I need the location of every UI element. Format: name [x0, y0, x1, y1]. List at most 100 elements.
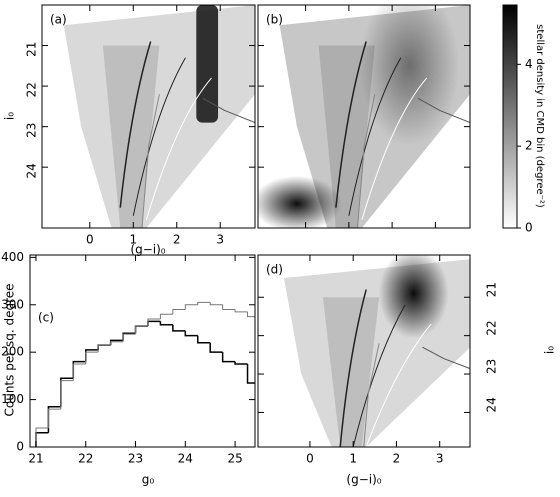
frame	[41, 4, 256, 229]
isochrone	[363, 343, 380, 447]
isochrone	[417, 97, 470, 124]
isochrone	[119, 41, 152, 208]
frame	[257, 4, 471, 229]
histogram-step	[60, 377, 74, 407]
x-axis-label: (g−i)₀	[346, 473, 381, 487]
y-tick-label: 0	[525, 221, 533, 235]
histogram-step	[60, 380, 74, 410]
x-tick-label: 1	[349, 452, 357, 466]
y-axis-label: i₀	[3, 112, 17, 120]
histogram-step	[109, 339, 124, 346]
plot-area	[258, 5, 470, 228]
x-tick-label: 21	[28, 452, 43, 466]
isochrone	[339, 289, 367, 447]
isochrone	[335, 41, 367, 208]
histogram-step	[47, 405, 61, 433]
histogram-step	[197, 301, 211, 305]
histogram-step	[159, 321, 173, 326]
histogram-step	[234, 361, 248, 365]
histogram-step	[197, 335, 211, 344]
panel-label: (c)	[38, 311, 54, 325]
x-axis-label: (g−i)₀	[130, 243, 165, 257]
y-tick-label: 22	[25, 82, 39, 97]
y-axis-label: stellar density in CMD bin (degree⁻²)	[534, 24, 545, 208]
isochrone	[352, 304, 406, 447]
plot-area	[35, 301, 255, 447]
x-tick-label: 24	[178, 452, 193, 466]
histogram-step	[122, 333, 136, 342]
y-tick-label: 0	[16, 440, 24, 454]
x-tick-label: 1	[129, 233, 137, 247]
density-band	[196, 5, 219, 123]
histogram-step	[209, 302, 223, 306]
histogram-step	[47, 408, 61, 429]
frame	[502, 4, 518, 229]
histogram-step	[247, 311, 255, 318]
y-tick-label: 21	[485, 282, 499, 297]
isochrone	[361, 77, 428, 221]
panel-label: (d)	[266, 263, 283, 277]
histogram-step	[97, 344, 111, 350]
x-tick-label: 0	[306, 452, 314, 466]
histogram-step	[147, 320, 161, 327]
histogram-step	[72, 363, 86, 381]
histogram-step	[147, 318, 161, 327]
histogram-step	[134, 325, 148, 334]
histogram-step	[85, 351, 99, 365]
y-axis-label: Counts per sq. degree	[3, 283, 17, 416]
panel-label: (b)	[266, 13, 283, 27]
histogram-step	[85, 349, 99, 362]
y-axis-label: i₀	[543, 346, 557, 354]
y-tick-label: 200	[1, 345, 24, 359]
y-tick-label: 400	[1, 250, 24, 264]
colorbar	[503, 5, 517, 228]
isochrone	[422, 346, 470, 370]
x-tick-label: 3	[436, 452, 444, 466]
density-core	[322, 297, 380, 447]
x-tick-label: 0	[86, 233, 94, 247]
isochrone	[348, 57, 402, 216]
x-tick-label: 2	[393, 452, 401, 466]
plot-area	[63, 5, 255, 228]
y-tick-label: 24	[25, 163, 39, 178]
x-tick-label: 23	[128, 452, 143, 466]
histogram-step	[234, 309, 248, 313]
histogram-step	[35, 427, 49, 447]
histogram-step	[184, 330, 198, 337]
histogram-step	[135, 325, 148, 335]
density-clump	[258, 175, 342, 228]
histogram-step	[97, 344, 111, 353]
y-tick-label: 4	[525, 57, 533, 71]
histogram-step	[159, 313, 173, 319]
y-tick-label: 23	[25, 123, 39, 138]
x-tick-label: 3	[216, 233, 224, 247]
frame	[29, 254, 256, 448]
isochrone	[365, 323, 432, 447]
x-tick-label: 25	[227, 452, 242, 466]
density-clump	[378, 255, 449, 339]
x-tick-label: 22	[78, 452, 93, 466]
density-clump	[359, 5, 460, 146]
histogram-step	[172, 324, 186, 332]
histogram-step	[222, 304, 236, 311]
y-tick-label: 300	[1, 297, 24, 311]
histogram-step	[184, 304, 198, 310]
frame	[257, 254, 471, 448]
histogram-step	[221, 352, 236, 363]
y-tick-label: 22	[485, 320, 499, 335]
plot-area	[283, 255, 470, 447]
y-tick-label: 100	[1, 392, 24, 406]
histogram-step	[172, 309, 186, 315]
isochrone	[202, 97, 255, 124]
histogram-step	[209, 342, 223, 353]
isochrone	[145, 77, 212, 221]
y-tick-label: 23	[485, 359, 499, 374]
y-tick-label: 21	[25, 42, 39, 57]
isochrone	[357, 94, 376, 228]
histogram-step	[110, 341, 124, 346]
y-tick-label: 2	[525, 139, 533, 153]
y-tick-label: 24	[485, 397, 499, 412]
